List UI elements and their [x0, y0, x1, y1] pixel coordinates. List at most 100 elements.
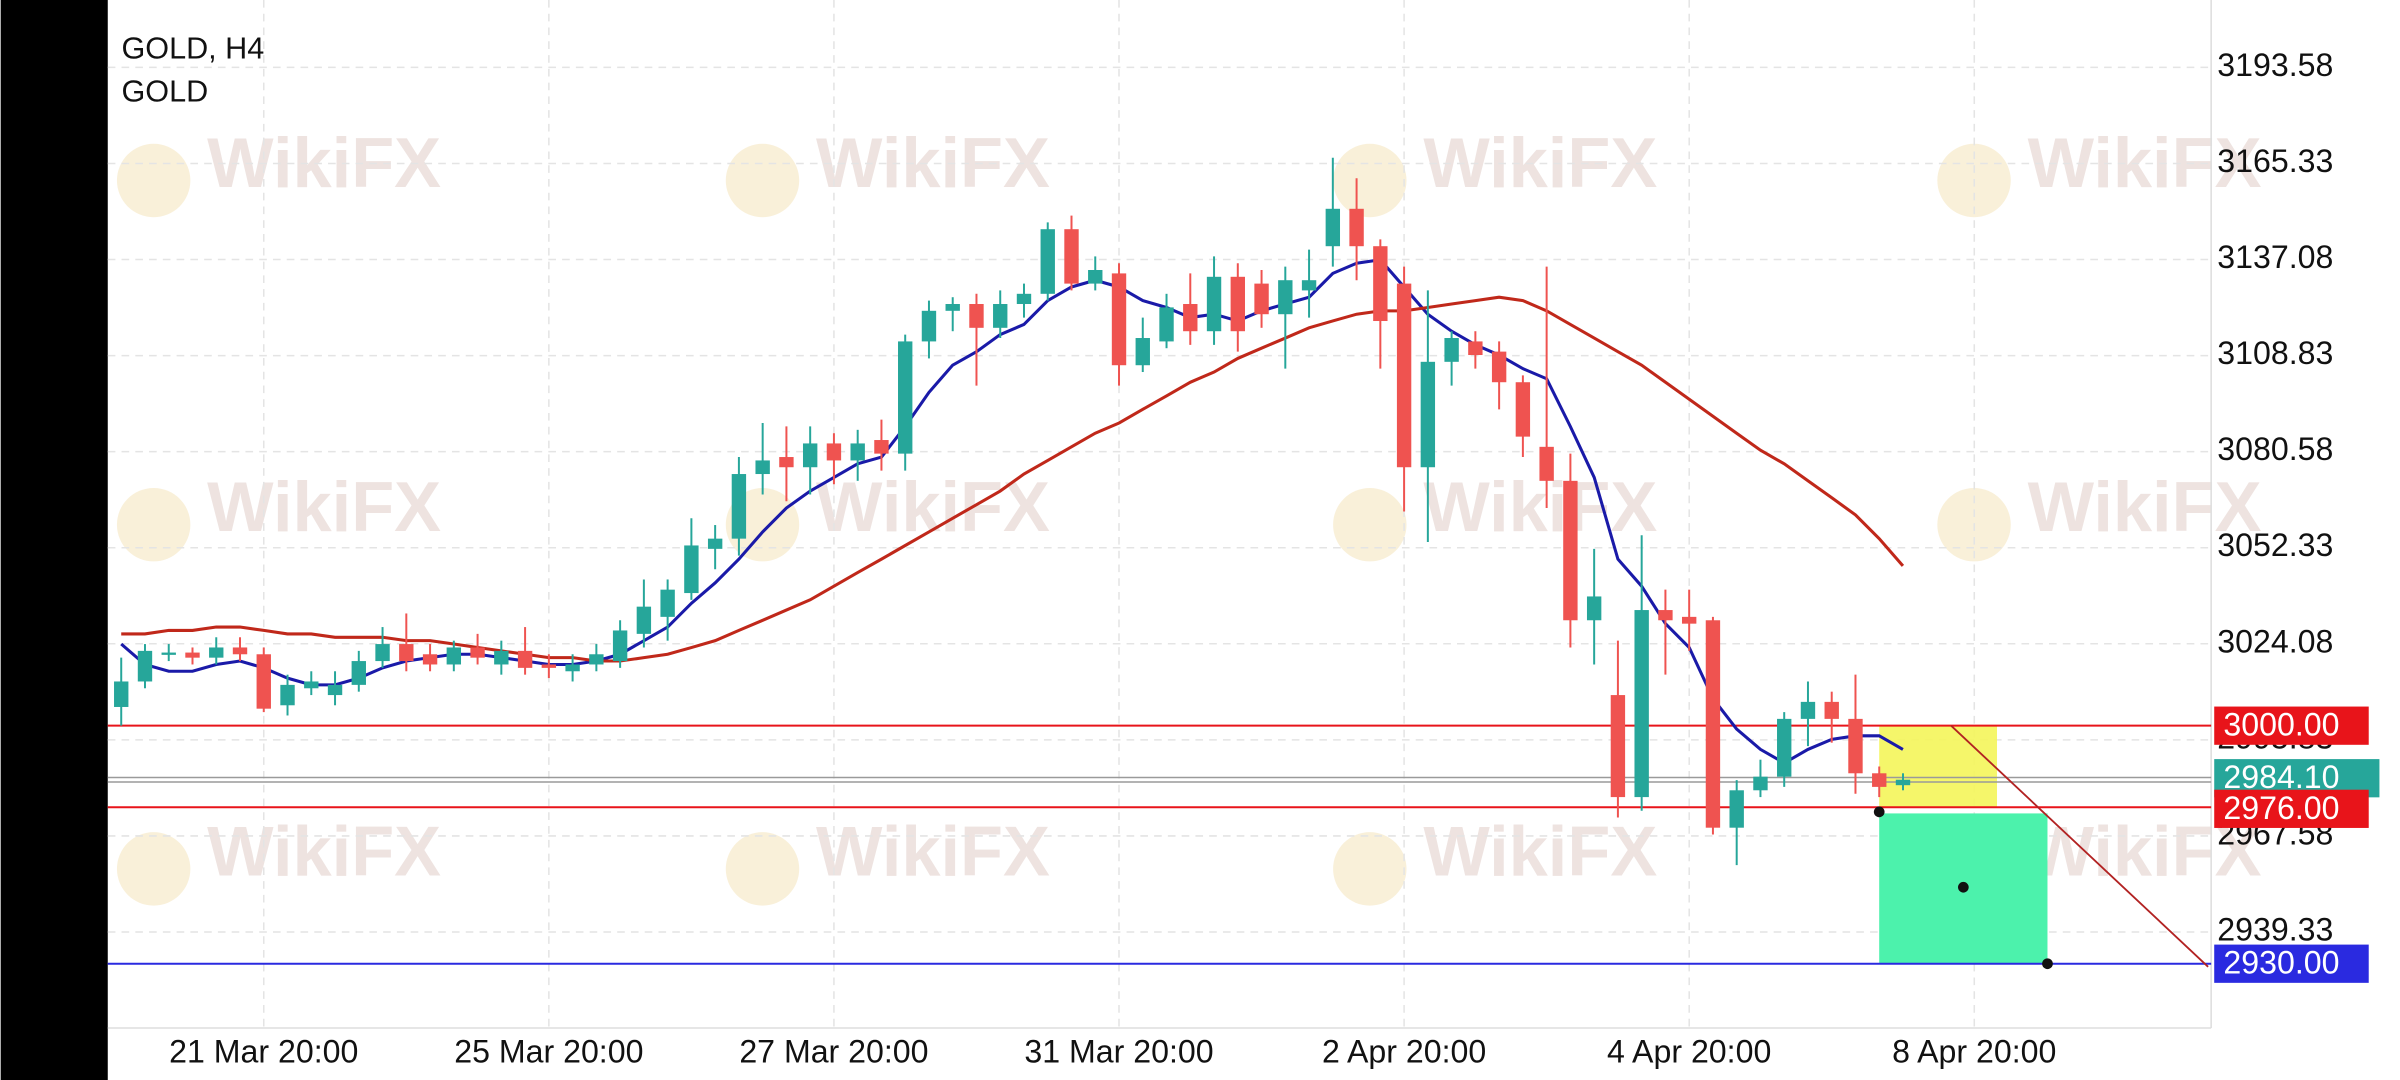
candle-body — [589, 654, 604, 665]
side-strip — [0, 0, 108, 1080]
x-tick-label: 4 Apr 20:00 — [1607, 1033, 1771, 1069]
candle-body — [470, 647, 485, 658]
candle-body — [921, 310, 937, 342]
candle-body — [1729, 790, 1744, 828]
candle-body — [755, 460, 770, 475]
candle-body — [517, 650, 533, 668]
candle-body — [1634, 610, 1649, 798]
y-tick-label: 3137.08 — [2217, 239, 2333, 275]
y-tick-label: 3052.33 — [2217, 527, 2333, 563]
watermark-icon — [725, 143, 800, 218]
candle-body — [1373, 246, 1388, 322]
candle-body — [945, 304, 960, 311]
x-tick-label: 8 Apr 20:00 — [1892, 1033, 2056, 1069]
tool-handle — [2042, 958, 2053, 970]
candle-body — [969, 304, 984, 328]
y-tick-label: 3108.83 — [2217, 335, 2333, 371]
level-label-box — [2214, 706, 2369, 745]
candle-body — [375, 644, 390, 662]
watermark-icon — [116, 832, 191, 906]
watermark: WikiFX — [2028, 467, 2262, 546]
candle-body — [1088, 270, 1103, 284]
candle-body — [1064, 229, 1079, 284]
candle-body — [1539, 446, 1554, 481]
candle-body — [1586, 596, 1602, 621]
watermark: WikiFX — [1423, 123, 1657, 202]
x-tick-label: 27 Mar 20:00 — [739, 1033, 928, 1069]
candle-body — [565, 664, 580, 672]
candle-body — [826, 443, 842, 461]
candle-body — [707, 538, 723, 549]
candle-body — [1159, 307, 1174, 342]
candle-body — [874, 440, 889, 454]
candle-body — [802, 443, 818, 468]
level-label-box — [2214, 944, 2369, 983]
candle-body — [1895, 779, 1911, 786]
candle-body — [1206, 276, 1222, 332]
moving-average-line — [121, 295, 1905, 663]
candle-body — [1301, 280, 1317, 291]
candle-body — [1325, 208, 1341, 247]
candle-body — [114, 681, 129, 707]
candle-body — [280, 684, 295, 706]
watermark: WikiFX — [816, 811, 1050, 890]
candle-body — [422, 654, 438, 665]
level-label: 3000.00 — [2223, 707, 2339, 743]
chart-title: GOLD, H4 — [122, 32, 265, 66]
candle-body — [1824, 701, 1839, 719]
candle-body — [351, 661, 366, 685]
candle-body — [636, 606, 652, 634]
candle-body — [779, 457, 794, 468]
tool-handle — [1957, 881, 1969, 893]
candle-body — [1349, 208, 1364, 247]
watermark-icon — [725, 832, 800, 906]
y-tick-label: 3024.08 — [2217, 623, 2333, 659]
watermark-icon — [116, 487, 191, 562]
candle-body — [1396, 283, 1412, 468]
candle-body — [1705, 620, 1721, 828]
candle-body — [209, 647, 224, 658]
y-tick-label: 2939.33 — [2217, 911, 2333, 947]
candle-body — [137, 650, 153, 682]
candle-body — [1135, 338, 1150, 366]
candle-body — [1111, 273, 1127, 366]
candle-body — [850, 443, 865, 461]
candle-body — [1040, 229, 1055, 294]
candle-body — [1610, 695, 1626, 798]
moving-average-line — [120, 258, 1904, 765]
candle-body — [1800, 701, 1816, 719]
x-tick-label: 2 Apr 20:00 — [1322, 1033, 1486, 1069]
candle-body — [684, 545, 699, 594]
watermark-icon — [116, 143, 191, 218]
watermark-icon — [1333, 143, 1407, 218]
candle-body — [399, 644, 414, 662]
watermark: WikiFX — [816, 123, 1050, 202]
candle-body — [1681, 616, 1697, 624]
candle-body — [232, 647, 248, 655]
candle-body — [612, 630, 628, 662]
candle-body — [256, 654, 271, 709]
candle-body — [1753, 776, 1768, 791]
candle-body — [185, 652, 200, 658]
y-tick-label: 3080.58 — [2217, 431, 2333, 467]
candle-body — [1563, 480, 1578, 621]
candle-body — [1491, 351, 1507, 383]
y-tick-label: 3193.58 — [2217, 47, 2333, 83]
candle-body — [541, 664, 557, 668]
candle-body — [1872, 773, 1887, 787]
background-layer: WikiFX WikiFX WikiFX WikiFX WikiFX WikiFX Wiki… — [107, 0, 2262, 1029]
candle-body — [161, 652, 176, 655]
candle-body — [1420, 361, 1436, 468]
y-tick-label: 3165.33 — [2217, 143, 2333, 179]
candle-body — [1278, 280, 1293, 315]
plot-layer: 3193.58 3165.33 3137.08 3108.83 3080.58 3052.… — [107, 47, 2380, 1069]
level-label: 2984.10 — [2223, 759, 2339, 795]
watermark: WikiFX — [816, 467, 1050, 546]
candle-body — [446, 647, 462, 665]
watermark: WikiFX — [207, 123, 441, 202]
candle-body — [1183, 304, 1198, 332]
candle-body — [1848, 718, 1863, 774]
watermark: WikiFX — [2028, 123, 2262, 202]
